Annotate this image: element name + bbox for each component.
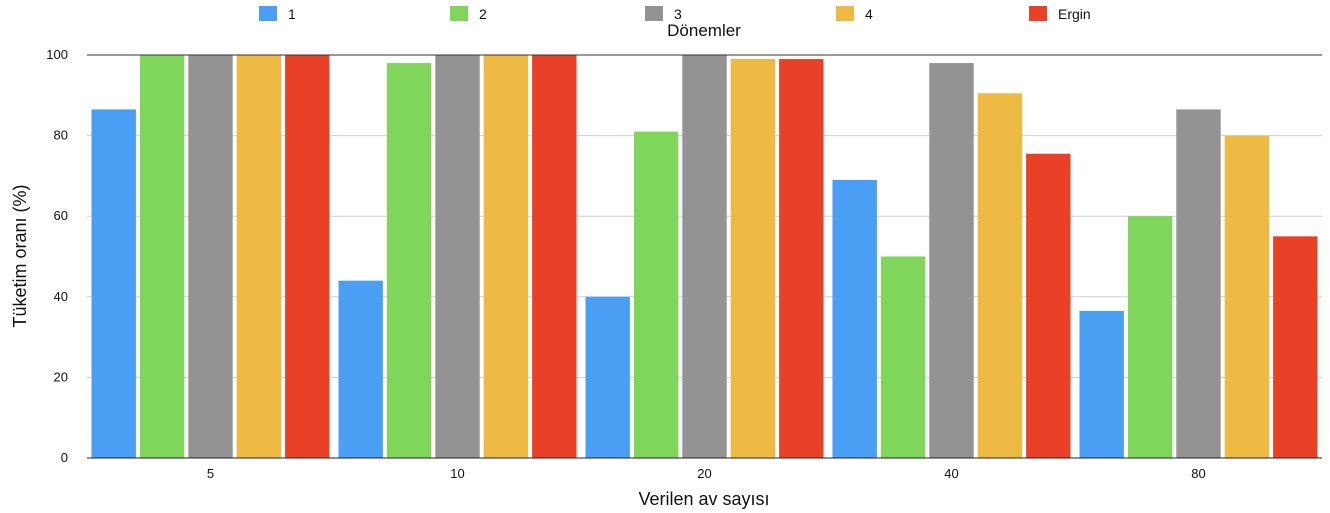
bar-3-5 bbox=[188, 55, 233, 458]
bar-4-10 bbox=[483, 55, 529, 458]
bar-4-80 bbox=[1224, 135, 1270, 458]
legend-swatch bbox=[836, 6, 854, 21]
y-axis-title: Tüketim oranı (%) bbox=[10, 184, 30, 327]
bar-1-10 bbox=[338, 280, 383, 458]
x-tick-label: 10 bbox=[450, 466, 464, 481]
axes bbox=[87, 54, 1322, 459]
bar-ergin-5 bbox=[285, 55, 330, 458]
bar-1-20 bbox=[585, 296, 630, 458]
legend-label: Ergin bbox=[1058, 6, 1091, 22]
y-tick-label: 80 bbox=[54, 128, 68, 143]
bar-4-20 bbox=[730, 59, 776, 458]
bar-ergin-80 bbox=[1273, 236, 1318, 458]
x-axis-title: Verilen av sayısı bbox=[638, 489, 769, 509]
bar-ergin-20 bbox=[779, 59, 824, 458]
y-tick-label: 40 bbox=[54, 289, 68, 304]
bar-3-80 bbox=[1176, 109, 1221, 458]
x-tick-label: 20 bbox=[697, 466, 711, 481]
bar-1-40 bbox=[832, 179, 877, 458]
bar-3-40 bbox=[929, 63, 974, 459]
y-tick-label: 20 bbox=[54, 369, 68, 384]
legend-swatch bbox=[645, 6, 663, 21]
bar-2-20 bbox=[633, 131, 679, 458]
bar-1-5 bbox=[91, 109, 136, 458]
x-tick-label: 5 bbox=[207, 466, 214, 481]
legend-swatch bbox=[259, 6, 277, 21]
legend-label: 4 bbox=[865, 6, 873, 22]
y-tick-label: 60 bbox=[54, 208, 68, 223]
bar-1-80 bbox=[1079, 310, 1124, 458]
bar-2-80 bbox=[1127, 216, 1173, 458]
bar-3-10 bbox=[435, 55, 480, 458]
legend-swatch bbox=[1029, 6, 1047, 21]
bar-2-5 bbox=[139, 55, 185, 458]
x-tick-labels: 5 10 20 40 80 bbox=[207, 466, 1206, 481]
x-tick-label: 80 bbox=[1191, 466, 1205, 481]
x-tick-label: 40 bbox=[944, 466, 958, 481]
y-tick-labels: 0 20 40 60 80 100 bbox=[46, 47, 68, 465]
legend: 1 2 3 4 Ergin bbox=[259, 6, 1091, 22]
legend-label: 1 bbox=[288, 6, 296, 22]
legend-title: Dönemler bbox=[667, 21, 741, 40]
bar-3-20 bbox=[682, 55, 727, 458]
bar-2-10 bbox=[386, 63, 432, 459]
bar-2-40 bbox=[880, 256, 926, 458]
bars bbox=[91, 55, 1318, 459]
legend-label: 2 bbox=[479, 6, 487, 22]
bar-ergin-40 bbox=[1026, 153, 1071, 459]
bar-4-5 bbox=[236, 55, 282, 458]
legend-swatch bbox=[450, 6, 468, 21]
bar-4-40 bbox=[977, 93, 1023, 458]
y-tick-label: 0 bbox=[61, 450, 68, 465]
legend-label: 3 bbox=[674, 6, 682, 22]
y-tick-label: 100 bbox=[46, 47, 68, 62]
bar-ergin-10 bbox=[532, 55, 577, 458]
